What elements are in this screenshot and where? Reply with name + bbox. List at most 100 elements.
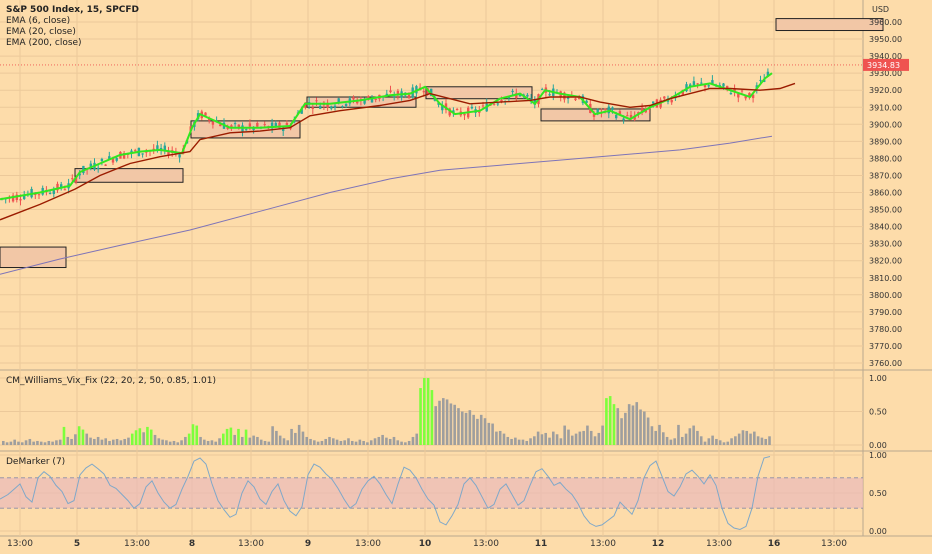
vix-bar (502, 433, 506, 445)
vix-bar (601, 425, 604, 445)
vix-bar (172, 440, 176, 445)
price-tick-label: 3850.00 (869, 206, 902, 215)
vix-bar (396, 440, 400, 445)
candle-body (367, 96, 370, 98)
vix-bar (316, 441, 320, 445)
vix-bar (271, 426, 274, 445)
vix-bar (555, 434, 559, 445)
vix-bar (510, 438, 513, 445)
candle-body (541, 89, 544, 91)
vix-bar (184, 436, 187, 445)
candle-body (63, 189, 67, 191)
vix-bar (529, 438, 532, 445)
zone-box (74, 168, 184, 183)
vix-tick-label: 1.00 (869, 374, 887, 383)
vix-fix-legend: CM_Williams_Vix_Fix (22, 20, 2, 50, 0.85… (6, 376, 217, 386)
candle-body (337, 98, 340, 103)
time-tick-label: 13:00 (355, 539, 381, 549)
candle-body (422, 91, 425, 93)
candle-body (681, 89, 684, 95)
candle-body (592, 113, 596, 117)
vix-bar (335, 439, 339, 445)
vix-bar (195, 425, 199, 445)
candle-body (500, 99, 503, 103)
candle-body (278, 122, 281, 129)
vix-bar (47, 440, 51, 445)
candle-body (219, 124, 222, 127)
candle-body (163, 145, 166, 151)
vix-bar (256, 436, 259, 445)
vix-bar (165, 440, 168, 445)
vix-bar (753, 431, 756, 445)
candle-body (455, 108, 459, 110)
price-tick-label: 3880.00 (869, 154, 902, 163)
vix-bar (297, 424, 301, 445)
vix-bar (130, 433, 134, 445)
dem-tick-label: 1.00 (869, 451, 887, 460)
vix-bar (237, 428, 240, 445)
vix-bar (354, 441, 358, 445)
vix-bar (533, 436, 536, 445)
vix-bar (305, 436, 309, 445)
vix-bar (343, 440, 346, 445)
candle-body (326, 102, 329, 108)
candle-body (245, 129, 248, 131)
candle-body (311, 107, 314, 109)
vix-bar (301, 431, 305, 445)
vix-bar (419, 388, 422, 445)
vix-bar (149, 429, 153, 445)
candle-body (622, 118, 625, 121)
vix-bar (203, 439, 206, 445)
candle-body (389, 90, 392, 93)
candle-body (363, 99, 366, 104)
vix-bar (737, 433, 741, 445)
candle-body (685, 84, 688, 92)
vix-bar (438, 400, 441, 445)
vix-bar (627, 404, 631, 445)
vix-bar (81, 429, 85, 445)
vix-bar (142, 432, 145, 445)
candle-body (766, 71, 770, 77)
candle-body (759, 79, 762, 81)
vix-bar (586, 425, 589, 445)
vix-bar (20, 442, 24, 445)
vix-fix-bars (2, 378, 771, 445)
candle-body (548, 94, 551, 96)
candle-body (611, 107, 614, 110)
candle-body (282, 127, 285, 131)
candle-body (444, 103, 448, 110)
vix-bar (650, 426, 654, 445)
vix-bar (214, 441, 218, 445)
candle-body (585, 100, 588, 103)
candle-body (452, 110, 455, 113)
vix-bar (89, 437, 92, 445)
candle-body (492, 103, 496, 105)
vix-bar (730, 438, 733, 445)
candle-body (696, 83, 699, 85)
candle-body (344, 103, 348, 106)
vix-bar (589, 430, 593, 445)
vix-bar (191, 424, 195, 445)
vix-bar (635, 402, 639, 445)
vix-bar (631, 405, 635, 445)
vix-bar (468, 410, 472, 445)
vix-bar (457, 408, 460, 445)
vix-bar (673, 438, 676, 445)
candle-body (511, 90, 514, 93)
vix-bar (32, 441, 35, 445)
price-tick-label: 3940.00 (869, 52, 902, 61)
vix-bar (582, 430, 585, 445)
candle-body (89, 163, 92, 168)
vix-bar (187, 433, 191, 445)
vix-bar (108, 440, 111, 445)
vix-bar (206, 440, 210, 445)
candle-body (71, 178, 74, 180)
time-tick-label: 10 (419, 539, 432, 549)
vix-bar (616, 408, 620, 445)
vix-bar (55, 440, 58, 445)
zone-box (775, 18, 884, 32)
candle-body (356, 101, 359, 104)
vix-bar (9, 441, 13, 445)
candle-body (463, 113, 466, 116)
